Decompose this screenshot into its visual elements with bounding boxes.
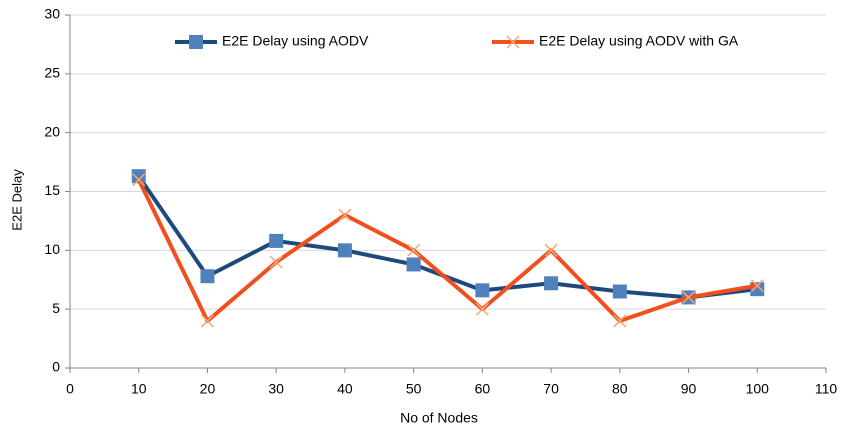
y-tick-label: 20 bbox=[44, 123, 60, 139]
data-point bbox=[407, 243, 421, 257]
data-point bbox=[544, 276, 559, 291]
y-tick-label: 5 bbox=[52, 300, 60, 316]
data-point bbox=[200, 269, 215, 284]
x-tick-label: 110 bbox=[815, 381, 838, 397]
data-point bbox=[612, 284, 627, 299]
y-tick-label: 30 bbox=[44, 6, 60, 22]
data-point bbox=[269, 233, 284, 248]
x-tick-label: 60 bbox=[475, 381, 491, 397]
data-point bbox=[682, 290, 696, 304]
x-tick-label: 100 bbox=[746, 381, 770, 397]
data-point bbox=[337, 243, 352, 258]
data-point bbox=[406, 257, 421, 272]
legend-marker bbox=[506, 35, 520, 49]
y-tick-label: 25 bbox=[44, 65, 60, 81]
y-tick-label: 0 bbox=[52, 359, 60, 375]
x-tick-label: 30 bbox=[268, 381, 284, 397]
data-point bbox=[544, 243, 558, 257]
x-tick-label: 70 bbox=[543, 381, 559, 397]
x-tick-label: 20 bbox=[200, 381, 216, 397]
legend-marker bbox=[189, 35, 203, 49]
data-point bbox=[750, 279, 764, 293]
legend-label: E2E Delay using AODV with GA bbox=[539, 33, 739, 49]
data-point bbox=[475, 283, 490, 298]
data-point bbox=[269, 255, 283, 269]
data-point bbox=[750, 282, 765, 297]
x-tick-label: 0 bbox=[66, 381, 74, 397]
legend-label: E2E Delay using AODV bbox=[222, 33, 369, 49]
data-point bbox=[131, 169, 146, 184]
x-tick-label: 10 bbox=[131, 381, 147, 397]
x-tick-label: 90 bbox=[681, 381, 697, 397]
x-tick-label: 50 bbox=[406, 381, 422, 397]
y-axis-label: E2E Delay bbox=[9, 169, 24, 231]
data-point bbox=[338, 208, 352, 222]
x-tick-label: 80 bbox=[612, 381, 628, 397]
data-point bbox=[132, 173, 146, 187]
data-point bbox=[613, 314, 627, 328]
data-point bbox=[475, 302, 489, 316]
y-tick-label: 10 bbox=[44, 241, 60, 257]
y-tick-label: 15 bbox=[44, 182, 60, 198]
data-point bbox=[200, 314, 214, 328]
series-line bbox=[136, 178, 758, 323]
x-tick-label: 40 bbox=[337, 381, 353, 397]
x-axis-label: No of Nodes bbox=[400, 410, 478, 426]
